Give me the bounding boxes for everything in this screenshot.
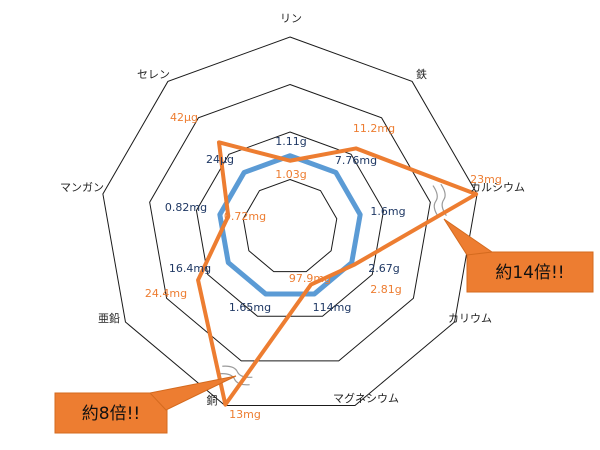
callout-copper-text: 約8倍!! — [82, 404, 140, 424]
axis-label-4: マグネシウム — [333, 391, 399, 405]
radar-series — [196, 140, 479, 407]
grid-ring-1 — [242, 178, 338, 273]
value-label-s0-2: 1.6mg — [370, 205, 405, 218]
axis-label-6: 亜鉛 — [98, 311, 120, 325]
value-label-s1-3: 2.81g — [370, 283, 401, 296]
axis-label-7: マンガン — [60, 181, 104, 194]
value-label-s1-5: 13mg — [229, 408, 261, 421]
axis-label-5: 銅 — [207, 393, 218, 407]
callout-calcium-pointer — [443, 218, 494, 256]
break-calcium-a — [432, 185, 440, 218]
callout-calcium-text: 約14倍!! — [495, 263, 564, 283]
axis-label-3: カリウム — [448, 312, 492, 325]
value-label-s1-6: 24.4mg — [145, 287, 187, 300]
grid-ring-3 — [149, 83, 431, 362]
value-label-s0-7: 0.82mg — [165, 201, 207, 214]
axis-label-2: カルシウム — [470, 181, 525, 194]
value-label-s0-0: 1.11g — [275, 135, 306, 148]
value-label-s1-1: 11.2mg — [353, 122, 395, 135]
callouts: 約14倍!! 約8倍!! — [54, 218, 594, 434]
value-label-s0-5: 1.65mg — [229, 301, 271, 314]
break-copper-b — [219, 373, 250, 386]
value-label-s1-2: 23mg — [470, 173, 502, 186]
value-label-s1-7: 0.72mg — [224, 210, 266, 223]
series-0-line — [217, 153, 363, 297]
value-label-s0-1: 7.76mg — [335, 154, 377, 167]
callout-calcium-box — [466, 251, 594, 293]
value-label-s0-4: 114mg — [313, 301, 352, 314]
value-label-s1-8: 42μg — [170, 111, 198, 124]
axis-label-8: セレン — [137, 68, 170, 81]
value-label-s1-0: 1.03g — [275, 168, 306, 181]
axis-label-1: 鉄 — [416, 67, 427, 81]
value-label-s0-3: 2.67g — [368, 262, 399, 275]
series-1-line — [196, 140, 479, 407]
radar-grid — [102, 36, 478, 407]
break-calcium-b — [440, 183, 447, 217]
axis-label-0: リン — [280, 12, 302, 25]
grid-ring-4 — [102, 36, 478, 407]
callout-copper-box — [54, 392, 168, 434]
callout-copper-pointer — [149, 375, 237, 411]
value-labels: 1.11g 7.76mg 1.6mg 2.67g 114mg 1.65mg 16.4mg 0.… — [145, 111, 502, 421]
value-label-s0-6: 16.4mg — [169, 262, 211, 275]
value-label-s1-4: 97.9mg — [289, 272, 331, 285]
value-label-s0-8: 24μg — [206, 153, 234, 166]
